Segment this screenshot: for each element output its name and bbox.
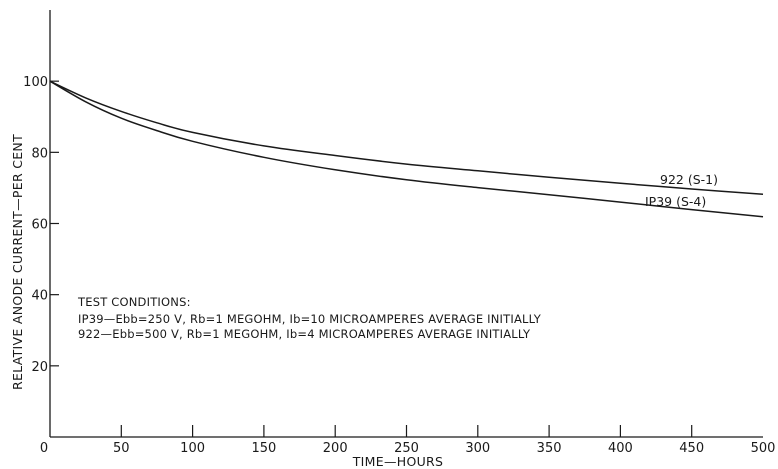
y-axis-title: RELATIVE ANODE CURRENT—PER CENT <box>10 134 25 390</box>
x-tick-label-50: 50 <box>113 441 130 456</box>
y-tick-label-60: 60 <box>31 218 48 233</box>
y-ticks: 20 40 60 80 100 <box>23 75 59 375</box>
x-tick-label-250: 250 <box>394 441 419 456</box>
series-line-922-s-1 <box>49 80 764 196</box>
x-tick-label-400: 400 <box>608 441 633 456</box>
x-tick-label-200: 200 <box>323 441 348 456</box>
series-line-ip39-s-4 <box>49 80 764 218</box>
y-tick-label-100: 100 <box>23 75 48 90</box>
x-tick-label-300: 300 <box>465 441 490 456</box>
x-tick-label-100: 100 <box>180 441 205 456</box>
test-conditions-ip39: IP39—Ebb=250 V, Rb=1 MEGOHM, Ib=10 MICRO… <box>78 312 542 326</box>
x-ticks: 0 50 100 150 200 250 300 350 400 450 500 <box>40 425 776 456</box>
series-lines <box>49 80 764 218</box>
test-conditions: TEST CONDITIONS: IP39—Ebb=250 V, Rb=1 ME… <box>77 295 542 341</box>
series-labels: 922 (S-1) IP39 (S-4) <box>645 172 718 209</box>
y-tick-label-80: 80 <box>31 146 48 161</box>
series-label-ip39-s-4: IP39 (S-4) <box>645 194 706 209</box>
x-axis-title: TIME—HOURS <box>352 454 444 469</box>
x-tick-label-150: 150 <box>251 441 276 456</box>
x-tick-label-500: 500 <box>751 441 776 456</box>
series-label-922-s-1: 922 (S-1) <box>660 172 718 187</box>
y-tick-label-40: 40 <box>31 289 48 304</box>
test-conditions-heading: TEST CONDITIONS: <box>77 295 191 309</box>
x-tick-label-0: 0 <box>40 441 48 456</box>
y-tick-label-20: 20 <box>31 360 48 375</box>
x-tick-label-350: 350 <box>537 441 562 456</box>
test-conditions-922: 922—Ebb=500 V, Rb=1 MEGOHM, Ib=4 MICROAM… <box>78 327 531 341</box>
x-tick-label-450: 450 <box>679 441 704 456</box>
axes <box>49 10 763 438</box>
